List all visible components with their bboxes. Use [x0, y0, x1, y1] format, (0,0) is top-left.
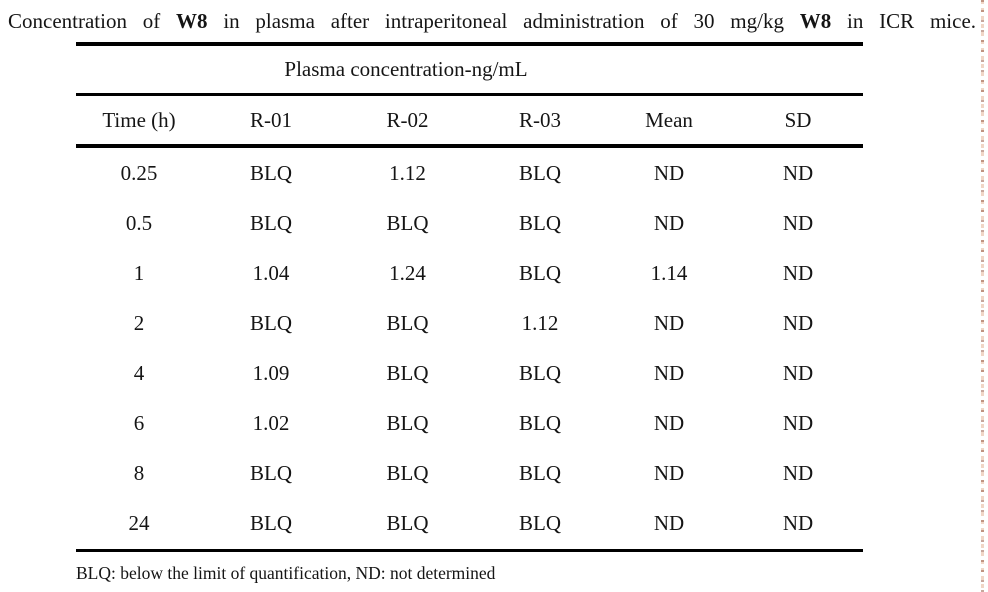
table-cell: BLQ	[519, 511, 561, 535]
table-cell: 0.25	[120, 161, 158, 185]
table-cell: BLQ	[250, 511, 292, 535]
table-cell: BLQ	[386, 361, 429, 385]
table-cell: 24	[128, 511, 150, 535]
table-cell: BLQ	[250, 461, 292, 485]
table-cell: BLQ	[519, 161, 561, 185]
table-cell: ND	[782, 411, 814, 435]
table-cell: BLQ	[519, 361, 561, 385]
caption-text: Concentration of	[8, 9, 161, 33]
table-cell: ND	[782, 161, 814, 185]
table-cell: BLQ	[386, 511, 429, 535]
table-cell: ND	[653, 461, 685, 485]
table-cell: 1.14	[650, 261, 688, 285]
table-cell: 1.24	[389, 261, 426, 285]
table-cell: BLQ	[386, 311, 429, 335]
table-cell: ND	[653, 511, 685, 535]
column-header-r01: R-01	[250, 108, 292, 132]
header-bottom-rule	[76, 144, 863, 148]
table-top-rule	[76, 42, 863, 46]
table-cell: BLQ	[386, 461, 429, 485]
table-cell: ND	[653, 311, 685, 335]
column-header-r02: R-02	[386, 108, 429, 132]
table-cell: 1.09	[252, 361, 290, 385]
table-cell: ND	[782, 461, 814, 485]
table-cell: ND	[782, 261, 814, 285]
spanning-header-rule	[76, 93, 863, 96]
spanning-header: Plasma concentration-ng/mL	[284, 57, 528, 81]
table-cell: ND	[653, 361, 685, 385]
compound-name: W8	[799, 9, 832, 33]
table-cell: BLQ	[519, 411, 561, 435]
table-cell: 0.5	[125, 211, 153, 235]
table-cell: 1.02	[252, 411, 290, 435]
table-cell: 1.04	[252, 261, 290, 285]
compound-name: W8	[176, 9, 208, 33]
page-edge-dots	[981, 0, 984, 592]
table-cell: ND	[782, 311, 814, 335]
table-cell: 8	[133, 461, 145, 485]
table-cell: ND	[653, 411, 685, 435]
table-body: 0.25 BLQ 1.12 BLQ ND ND 0.5 BLQ BLQ BLQ …	[76, 148, 863, 548]
table-cell: ND	[653, 161, 685, 185]
table-bottom-rule	[76, 549, 863, 552]
table-cell: BLQ	[386, 211, 429, 235]
column-header-row: Time (h) R-01 R-02 R-03 Mean SD	[76, 97, 863, 143]
caption-text: in plasma after intraperitoneal administ…	[223, 9, 784, 33]
table-cell: BLQ	[519, 261, 561, 285]
table-cell: ND	[782, 211, 814, 235]
table-cell: BLQ	[386, 411, 429, 435]
column-header-mean: Mean	[645, 108, 693, 132]
table-cell: 4	[133, 361, 145, 385]
column-header-r03: R-03	[519, 108, 561, 132]
table-caption: Concentration of W8 in plasma after intr…	[8, 8, 976, 35]
table-cell: BLQ	[250, 311, 292, 335]
table-cell: 1.12	[389, 161, 426, 185]
table-cell: ND	[782, 511, 814, 535]
table-cell: 1	[133, 261, 145, 285]
caption-text: in ICR mice.	[847, 9, 977, 33]
table-footnote: BLQ: below the limit of quantification, …	[76, 563, 496, 583]
column-header-sd: SD	[784, 108, 812, 132]
table-cell: 2	[133, 311, 145, 335]
column-header-time: Time (h)	[102, 108, 176, 132]
table-cell: ND	[653, 211, 685, 235]
table-cell: ND	[782, 361, 814, 385]
table-cell: BLQ	[250, 211, 292, 235]
table-cell: 1.12	[521, 311, 559, 335]
table-cell: 6	[133, 411, 145, 435]
table-cell: BLQ	[250, 161, 292, 185]
table-cell: BLQ	[519, 211, 561, 235]
table-cell: BLQ	[519, 461, 561, 485]
